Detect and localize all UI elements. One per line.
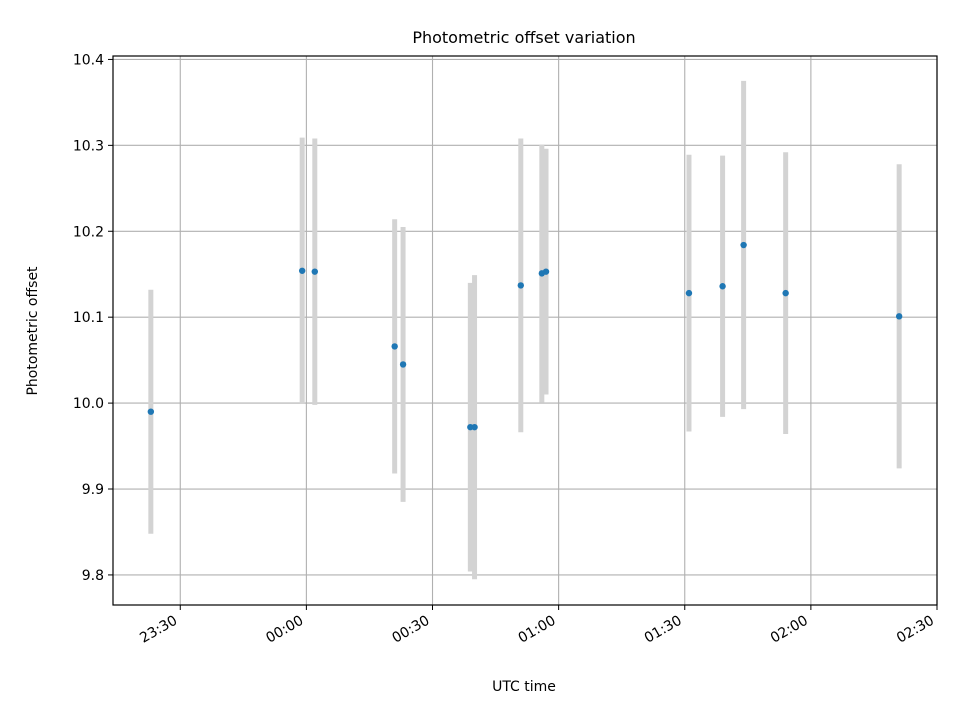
x-tick-label: 02:00 (768, 613, 811, 647)
data-point (298, 267, 306, 274)
data-point (517, 282, 524, 289)
x-axis-label: UTC time (492, 679, 556, 695)
x-tick-label: 23:30 (137, 613, 180, 647)
data-point (782, 289, 789, 297)
data-point (391, 343, 398, 350)
y-axis: 9.8 9.9 10.0 10.1 10.2 10.3 10.4 (73, 52, 113, 584)
data-point (471, 423, 478, 431)
data-point (399, 361, 407, 368)
data-point (719, 283, 726, 290)
y-tick-label: 9.9 (82, 482, 104, 498)
y-tick-label: 10.2 (73, 224, 104, 240)
grid (113, 56, 938, 605)
data-point (542, 268, 550, 275)
x-axis: 23:30 00:00 00:30 01:00 01:30 02:00 02:30 (137, 605, 938, 647)
data-point (311, 268, 318, 275)
x-tick-label: 01:00 (516, 613, 559, 647)
data-point (895, 313, 903, 320)
x-tick-label: 02:30 (894, 613, 937, 647)
y-tick-label: 10.1 (73, 310, 104, 326)
chart-title: Photometric offset variation (412, 28, 635, 47)
data-points (147, 241, 903, 431)
x-tick-label: 01:30 (642, 613, 685, 647)
data-point (740, 241, 747, 249)
data-point (685, 289, 693, 297)
error-bars (148, 80, 902, 580)
y-tick-label: 9.8 (82, 568, 104, 584)
y-tick-label: 10.0 (73, 396, 104, 412)
x-tick-label: 00:30 (390, 613, 433, 647)
data-point (147, 408, 155, 415)
y-tick-label: 10.4 (73, 52, 104, 68)
x-tick-label: 00:00 (263, 613, 306, 647)
plot-frame (112, 55, 938, 606)
y-tick-label: 10.3 (73, 138, 104, 154)
y-axis-label: Photometric offset (25, 266, 41, 396)
